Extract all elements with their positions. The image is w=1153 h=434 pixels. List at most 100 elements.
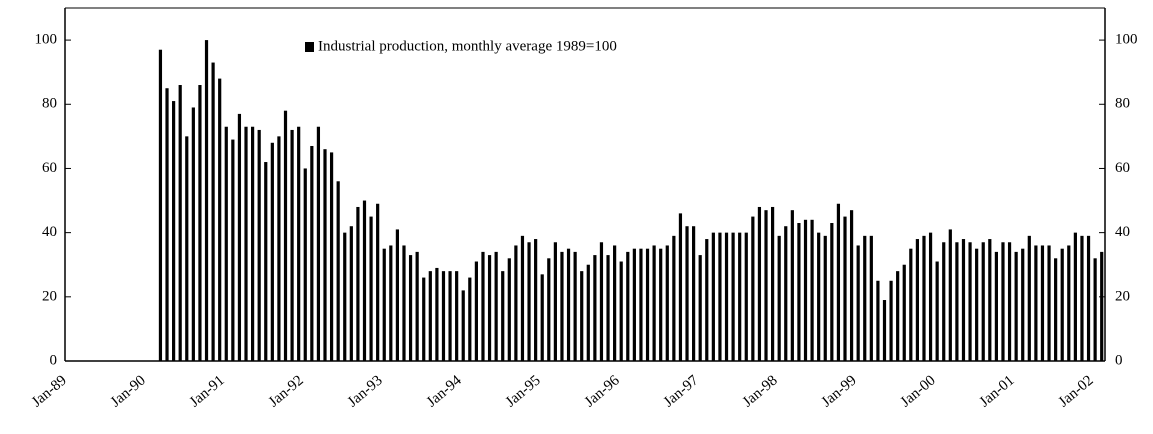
- bar: [435, 267, 439, 361]
- bar: [678, 213, 683, 361]
- bar: [191, 107, 195, 362]
- bar: [757, 206, 762, 361]
- bar: [507, 258, 511, 361]
- bar: [1040, 245, 1045, 361]
- bar: [790, 210, 794, 361]
- bar: [830, 223, 834, 361]
- bar: [376, 203, 380, 361]
- bar: [738, 232, 742, 361]
- bar: [369, 216, 373, 361]
- bar: [303, 168, 307, 361]
- bar: [909, 248, 913, 361]
- bar: [948, 229, 952, 361]
- y-tick-label: 0: [50, 352, 58, 368]
- bar: [1021, 248, 1025, 361]
- bar: [784, 226, 788, 361]
- y2-tick-label: 80: [1115, 96, 1130, 112]
- bar: [277, 136, 281, 361]
- bar: [389, 245, 393, 361]
- bar: [968, 242, 972, 361]
- bar: [599, 242, 604, 361]
- bar: [362, 200, 367, 361]
- bar: [639, 248, 643, 361]
- legend-swatch: [305, 42, 314, 52]
- bar: [395, 229, 400, 361]
- bar: [777, 235, 781, 361]
- y2-tick-label: 60: [1115, 160, 1130, 176]
- bar: [408, 255, 413, 361]
- bar: [323, 149, 327, 361]
- bar: [810, 219, 814, 361]
- bar: [665, 245, 669, 361]
- bar: [632, 248, 636, 361]
- bar: [896, 271, 900, 361]
- bar: [356, 206, 360, 361]
- bar: [310, 145, 314, 361]
- bar: [849, 210, 854, 361]
- bar: [1027, 235, 1031, 361]
- y2-tick-label: 20: [1115, 288, 1130, 304]
- bar: [553, 242, 557, 361]
- x-tick-label: Jan-92: [266, 372, 307, 410]
- bar: [297, 126, 301, 362]
- x-tick-label: Jan-89: [29, 372, 70, 410]
- bar: [1054, 258, 1058, 361]
- bar: [198, 85, 202, 361]
- bar: [797, 223, 801, 361]
- bar: [1086, 235, 1091, 361]
- bar: [224, 126, 228, 362]
- bar: [613, 245, 617, 361]
- y-tick-label: 60: [42, 160, 57, 176]
- bar: [520, 235, 525, 361]
- bar: [1080, 235, 1084, 361]
- bar: [593, 255, 597, 361]
- bar: [547, 258, 551, 361]
- bar: [652, 245, 656, 361]
- bar: [455, 271, 459, 361]
- x-tick-label: Jan-96: [582, 372, 623, 410]
- bar: [165, 88, 169, 362]
- bar: [178, 85, 182, 361]
- bar: [803, 219, 808, 361]
- bar: [836, 203, 841, 361]
- bar: [1073, 232, 1077, 361]
- bar: [566, 248, 571, 361]
- bar: [981, 242, 985, 361]
- bar: [823, 235, 827, 361]
- bar: [645, 248, 650, 361]
- bar: [731, 232, 735, 361]
- x-tick-label: Jan-94: [424, 372, 465, 410]
- x-tick-label: Jan-02: [1056, 372, 1097, 410]
- bar: [672, 235, 676, 361]
- bar: [527, 242, 531, 361]
- y-tick-label: 40: [42, 224, 57, 240]
- bar: [915, 239, 920, 361]
- x-tick-label: Jan-01: [977, 372, 1018, 410]
- x-tick-label: Jan-91: [187, 372, 228, 410]
- y2-tick-label: 40: [1115, 224, 1130, 240]
- bar: [257, 129, 261, 361]
- bar: [474, 261, 478, 361]
- bar: [218, 78, 222, 361]
- bar: [283, 110, 288, 361]
- bar: [343, 232, 347, 361]
- bar: [382, 248, 386, 361]
- x-tick-label: Jan-97: [661, 372, 702, 410]
- bar: [237, 113, 242, 362]
- bar: [869, 235, 873, 361]
- bar: [889, 280, 893, 361]
- bar: [902, 264, 906, 361]
- bar: [158, 49, 163, 362]
- bar: [1014, 251, 1018, 361]
- x-tick-label: Jan-99: [819, 372, 860, 410]
- bar: [626, 251, 630, 361]
- bar: [204, 40, 209, 361]
- bar: [1060, 248, 1064, 361]
- bar: [744, 232, 748, 361]
- bar: [211, 62, 215, 362]
- bar: [1034, 245, 1038, 361]
- bar: [994, 251, 998, 361]
- x-tick-label: Jan-98: [740, 372, 781, 410]
- bar: [1100, 251, 1104, 361]
